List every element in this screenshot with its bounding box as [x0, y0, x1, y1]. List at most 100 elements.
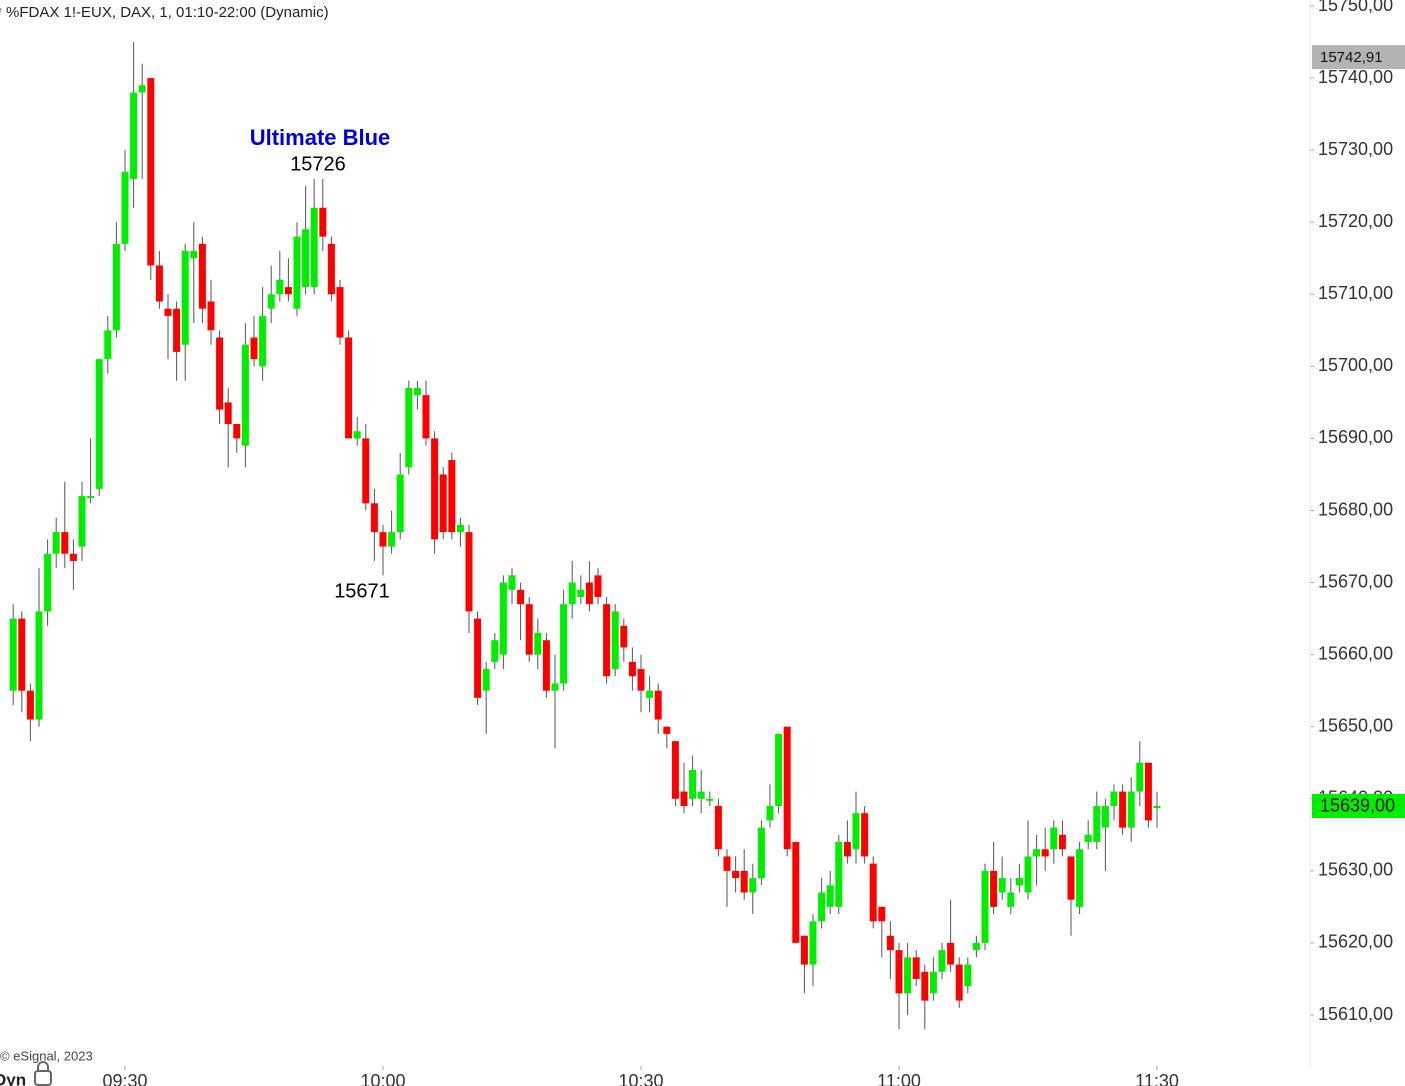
candle-body — [456, 524, 464, 533]
annotation: Ultimate Blue — [250, 125, 391, 150]
candle-body — [749, 878, 757, 893]
candle-body — [766, 805, 774, 821]
candle-body — [26, 690, 34, 720]
candle-body — [568, 582, 576, 605]
candle-body — [955, 964, 963, 1001]
candle-body — [1007, 892, 1015, 907]
candle-body — [534, 633, 542, 655]
candle-body — [843, 842, 851, 857]
candle-body — [740, 870, 748, 893]
candle-body — [439, 474, 447, 533]
candle-body — [972, 942, 980, 951]
candle-body — [422, 395, 430, 439]
candle-body — [929, 971, 937, 994]
y-tick-label: 15680,00 — [1318, 499, 1393, 519]
candle-body — [792, 842, 800, 943]
candle-body — [628, 661, 636, 677]
candle-body — [284, 287, 292, 295]
candle-body — [654, 690, 662, 720]
candle-body — [1153, 805, 1161, 808]
mode-label: Dyn — [0, 1070, 26, 1086]
candle-body — [826, 885, 834, 907]
candle-body — [714, 805, 722, 850]
candle-body — [1041, 849, 1049, 857]
price-tag — [1312, 793, 1405, 818]
x-tick-label: 10:00 — [360, 1071, 405, 1086]
candle-body — [998, 878, 1006, 893]
candle-body — [551, 683, 559, 691]
candle-body — [663, 726, 671, 734]
candle-body — [895, 950, 903, 994]
candle-body — [379, 532, 387, 547]
candle-body — [78, 496, 86, 547]
candle-body — [52, 532, 60, 554]
candle-body — [276, 279, 284, 295]
candle-body — [921, 971, 929, 1001]
price-tag — [1312, 45, 1405, 70]
candle-body — [1024, 856, 1032, 893]
candle-body — [1050, 827, 1058, 850]
candle-body — [370, 503, 378, 533]
candle-body — [585, 582, 593, 605]
candle-body — [800, 935, 808, 965]
candle-body — [620, 625, 628, 648]
candle-body — [44, 553, 52, 612]
candle-body — [835, 842, 843, 907]
candle-body — [818, 892, 826, 922]
candle-body — [362, 438, 370, 504]
candle-body — [345, 337, 353, 439]
candle-body — [680, 791, 688, 806]
candle-body — [310, 207, 318, 288]
candle-body — [697, 791, 705, 799]
candle-body — [198, 243, 206, 309]
candle-body — [1033, 849, 1041, 857]
candle-body — [508, 575, 516, 590]
candle-body — [448, 460, 456, 533]
candle-body — [1076, 849, 1084, 907]
candle-body — [689, 769, 697, 799]
candle-body — [990, 870, 998, 907]
candle-body — [732, 870, 740, 879]
lock-icon-shackle — [37, 1061, 49, 1071]
candle-body — [878, 906, 886, 922]
candle-body — [482, 669, 490, 691]
candle-body — [241, 344, 249, 446]
y-tick-label: 15700,00 — [1318, 355, 1393, 375]
candle-body — [1093, 805, 1101, 843]
candle-body — [336, 287, 344, 338]
candle-body — [1058, 834, 1066, 850]
y-tick-label: 15660,00 — [1318, 643, 1393, 663]
candle-body — [938, 950, 946, 972]
candle-body — [775, 733, 783, 806]
candle-body — [224, 402, 232, 425]
candle-body — [611, 611, 619, 670]
candle-body — [35, 611, 43, 720]
candle-body — [121, 171, 129, 244]
candle-body — [413, 387, 421, 396]
y-tick-label: 15650,00 — [1318, 715, 1393, 735]
price-tag-label: 15639,00 — [1320, 796, 1395, 816]
candle-body — [783, 726, 791, 850]
x-tick-label: 09:30 — [102, 1071, 147, 1086]
candle-body — [594, 575, 602, 597]
footer: © eSignal, 2023 — [0, 1048, 93, 1063]
candle-body — [431, 438, 439, 540]
candle-body — [267, 294, 275, 309]
candle-body — [947, 942, 955, 965]
candle-body — [560, 604, 568, 684]
candle-body — [964, 964, 972, 987]
x-tick-label: 11:00 — [877, 1071, 921, 1086]
y-tick-label: 15610,00 — [1318, 1004, 1393, 1024]
candle-body — [525, 604, 533, 655]
y-tick-label: 15730,00 — [1318, 139, 1393, 159]
candle-body — [491, 640, 499, 662]
y-tick-label: 15750,00 — [1318, 0, 1393, 15]
candle-body — [61, 532, 69, 554]
candle-body — [173, 308, 181, 352]
candle-body — [388, 532, 396, 547]
candle-body — [353, 431, 361, 439]
y-tick-label: 15670,00 — [1318, 571, 1393, 591]
candle-body — [474, 618, 482, 698]
